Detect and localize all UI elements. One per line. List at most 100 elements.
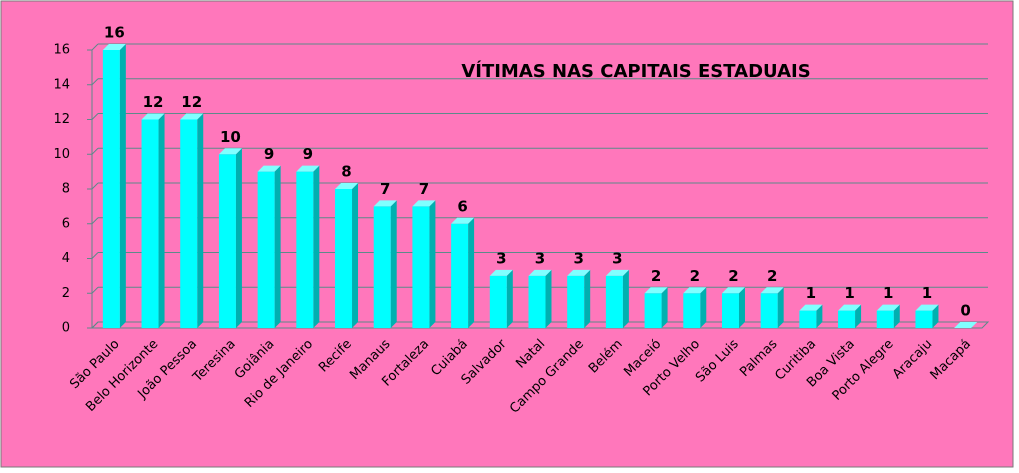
chart-title: VÍTIMAS NAS CAPITAIS ESTADUAIS [461,60,810,82]
data-label: 1 [922,284,932,302]
data-label: 10 [220,128,241,146]
data-label: 3 [496,249,506,267]
y-tick-label: 12 [53,112,70,127]
y-tick-label: 10 [53,147,70,162]
bar-side [119,44,126,328]
data-label: 9 [264,145,274,163]
bar [605,275,623,328]
bar-side [738,287,745,328]
bar-top [141,113,165,120]
bar-top [102,44,126,50]
bar [915,310,933,328]
bar-side [468,217,475,328]
bar [799,310,817,328]
bar-top [799,304,823,311]
bar [838,310,856,328]
data-label: 12 [181,93,202,111]
bar-top [915,304,939,311]
bar-side [893,304,900,328]
bar-side [158,113,165,328]
data-label: 9 [303,145,313,163]
data-label: 12 [143,93,164,111]
bar-top [451,217,475,224]
bar-side [584,269,591,328]
bar [451,223,469,328]
data-label: 7 [419,180,429,198]
data-label: 2 [767,267,777,285]
y-tick-label: 8 [62,182,70,197]
bar [528,275,546,328]
grid-line [91,113,99,120]
bar-side [622,269,629,328]
bar [180,119,198,328]
grid-line [91,252,99,259]
bar [141,119,159,328]
grid-line [91,217,99,225]
bar-side [313,165,320,328]
bar-top [412,200,436,207]
y-tick-label: 6 [62,216,70,231]
bar-side [235,148,242,328]
bar-top [296,165,320,172]
y-tick-label: 14 [53,77,70,92]
bar-top [760,287,784,294]
bar [335,189,353,328]
bar-top [257,165,281,172]
bar-side [352,183,359,328]
bar [296,171,314,328]
y-tick-label: 0 [62,321,70,336]
bar-side [390,200,397,328]
bar [567,275,585,328]
bar-top [721,287,745,294]
data-label: 3 [573,249,583,267]
bar-side [506,269,513,328]
bar-top [605,269,629,276]
y-tick-label: 2 [62,286,70,301]
bar [257,171,275,328]
bar-side [274,165,281,328]
data-label: 3 [612,249,622,267]
bar-top [876,304,900,311]
y-tick-label: 4 [62,251,70,266]
bar-top [644,287,668,294]
bar-top [954,322,978,328]
bar [876,310,894,328]
data-label: 2 [651,267,661,285]
grid-line [91,286,99,294]
data-label: 1 [806,284,816,302]
data-label: 1 [883,284,893,302]
bar-top [335,183,359,189]
data-label: 8 [341,163,351,181]
data-label: 7 [380,180,390,198]
data-label: 2 [690,267,700,285]
data-label: 3 [535,249,545,267]
grid-line [91,43,99,51]
bar [721,293,739,328]
bar [683,293,701,328]
bar [412,206,430,328]
bar [373,206,391,328]
bar [644,293,662,328]
grid-line [91,182,99,190]
bar [489,275,507,328]
bar-top [838,304,862,311]
data-label: 6 [457,197,467,215]
bar-top [218,148,242,155]
grid-line [91,78,99,86]
bar-side [777,287,784,328]
bar-side [855,304,862,328]
bar-side [932,304,939,328]
bar-side [197,113,204,328]
bar [218,154,236,328]
bar [760,293,778,328]
data-label: 2 [728,267,738,285]
bar-top [373,200,397,207]
bar-side [700,287,707,328]
bar-top [489,269,513,276]
bar-top [567,269,591,276]
bar-top [528,269,552,276]
data-label: 0 [960,302,970,320]
bar-side [661,287,668,328]
bar-top [683,287,707,294]
